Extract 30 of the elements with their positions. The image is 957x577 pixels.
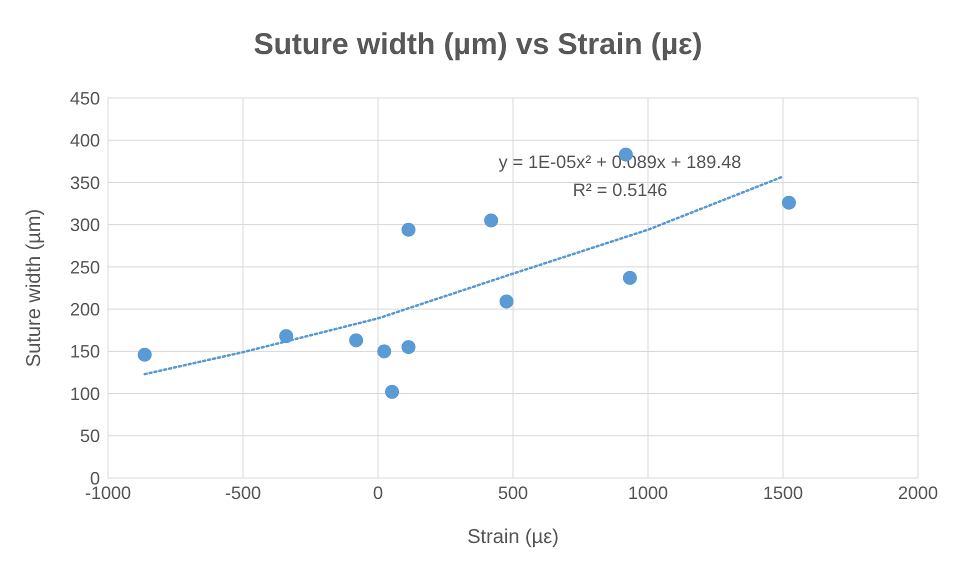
point [385, 384, 400, 399]
x-tick-label: 1500 [762, 482, 804, 503]
annotation: R² = 0.5146 [572, 180, 668, 200]
y-tick-label: 350 [70, 172, 100, 193]
y-tick-label: 150 [70, 342, 100, 362]
point [402, 222, 416, 237]
x-tick-label: 1000 [628, 482, 668, 503]
x-tick-label: 500 [498, 482, 528, 503]
point [138, 348, 152, 362]
y-axis-title: Suture width (µm) [23, 208, 46, 368]
x-tick-label: 2000 [898, 482, 938, 503]
x-tick-label: -500 [224, 482, 262, 503]
x-axis-title: Strain (µε) [467, 526, 559, 548]
y-tick-label: 200 [70, 300, 100, 320]
y-tick-label: 100 [70, 384, 100, 404]
point [500, 294, 514, 309]
y-tick-label: 250 [70, 257, 100, 278]
point [349, 333, 364, 348]
x-tick-label: 0 [372, 482, 384, 503]
point [782, 196, 796, 210]
y-tick-label: 400 [70, 130, 100, 151]
point [377, 344, 392, 358]
y-tick-label: 50 [80, 426, 100, 446]
y-tick-label: 300 [70, 215, 100, 236]
point [402, 340, 416, 354]
line-series [143, 175, 784, 376]
y-tick-label: 450 [70, 88, 100, 108]
point [484, 213, 498, 228]
point [622, 270, 637, 285]
chart-title: Suture width (µm) vs Strain (µε) [252, 27, 704, 63]
